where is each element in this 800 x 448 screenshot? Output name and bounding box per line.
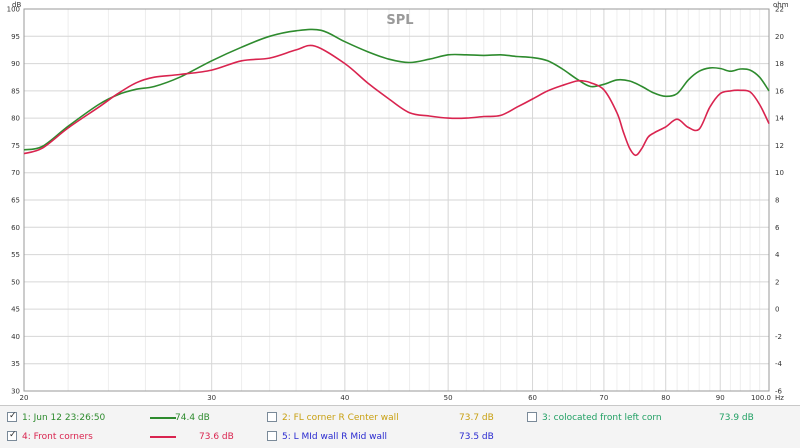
legend-item-2[interactable]: 2: FL corner R Center wall 73.7 dB	[267, 408, 517, 428]
legend-swatch-1	[150, 417, 176, 419]
legend-label-1: 1: Jun 12 23:26:50	[22, 413, 106, 423]
checkmark-icon: ✓	[9, 411, 17, 421]
y-tick-label: 65	[11, 197, 20, 205]
y2-tick-label: 20	[775, 33, 784, 41]
x-tick-label: 100.0	[751, 394, 771, 402]
y2-tick-label: -6	[775, 388, 783, 396]
legend-item-4[interactable]: ✓ 4: Front corners 73.6 dB	[7, 427, 257, 447]
legend-checkbox-3[interactable]	[527, 412, 537, 422]
legend-label-5: 5: L MId wall R Mid wall	[282, 432, 388, 442]
y-tick-label: 90	[11, 60, 20, 68]
y-tick-label: 30	[11, 388, 20, 396]
x-unit-label: Hz	[775, 394, 784, 402]
x-tick-label: 90	[716, 394, 725, 402]
y2-tick-label: 6	[775, 224, 780, 232]
x-tick-label: 30	[207, 394, 216, 402]
legend-label-3: 3: colocated front left corn	[542, 413, 662, 423]
legend-label-2: 2: FL corner R Center wall	[282, 413, 399, 423]
legend-swatch-4	[150, 436, 176, 438]
chart-title: SPL	[386, 13, 413, 28]
y-tick-label: 60	[11, 224, 20, 232]
x-tick-label: 70	[599, 394, 608, 402]
x-tick-label: 40	[340, 394, 349, 402]
y-tick-label: 45	[11, 306, 20, 314]
spl-chart: 1009590858075706560555045403530222018161…	[7, 1, 789, 402]
y2-tick-label: 10	[775, 169, 784, 177]
legend-item-1[interactable]: ✓ 1: Jun 12 23:26:50 74.4 dB	[7, 408, 257, 428]
y2-tick-label: 18	[775, 60, 784, 68]
legend-row: ✓ 4: Front corners 73.6 dB 5: L MId wall…	[0, 427, 800, 447]
legend-label-4: 4: Front corners	[22, 432, 93, 442]
x-tick-label: 50	[444, 394, 453, 402]
legend-item-3[interactable]: 3: colocated front left corn 73.9 dB	[527, 408, 777, 428]
y-tick-label: 70	[11, 169, 20, 177]
legend-value-4: 73.6 dB	[199, 432, 234, 442]
y-tick-label: 35	[11, 360, 20, 368]
y-tick-label: 55	[11, 251, 20, 259]
y-tick-label: 100	[7, 6, 20, 14]
y-tick-label: 80	[11, 115, 20, 123]
y-tick-label: 85	[11, 87, 20, 95]
y2-tick-label: -4	[775, 360, 783, 368]
legend-checkbox-2[interactable]	[267, 412, 277, 422]
series-line-2	[23, 44, 770, 157]
legend-checkbox-5[interactable]	[267, 431, 277, 441]
legend-panel: ✓ 1: Jun 12 23:26:50 74.4 dB 2: FL corne…	[0, 405, 800, 448]
series-line-1	[23, 28, 770, 151]
y-tick-label: 75	[11, 142, 20, 150]
y2-tick-label: 16	[775, 87, 784, 95]
y2-tick-label: 8	[775, 197, 779, 205]
y2-tick-label: 0	[775, 306, 779, 314]
legend-checkbox-1[interactable]: ✓	[7, 411, 17, 422]
x-tick-label: 20	[20, 394, 29, 402]
y2-tick-label: 22	[775, 6, 784, 14]
checkmark-icon: ✓	[9, 430, 17, 440]
legend-row: ✓ 1: Jun 12 23:26:50 74.4 dB 2: FL corne…	[0, 408, 800, 428]
legend-item-5[interactable]: 5: L MId wall R Mid wall 73.5 dB	[267, 427, 517, 447]
y-tick-label: 50	[11, 278, 20, 286]
y2-unit-label: ohm	[773, 1, 789, 9]
legend-value-1: 74.4 dB	[175, 413, 210, 423]
legend-value-5: 73.5 dB	[459, 432, 494, 442]
y2-tick-label: -2	[775, 333, 782, 341]
y2-tick-label: 2	[775, 278, 779, 286]
y2-tick-label: 4	[775, 251, 780, 259]
y2-tick-label: 14	[775, 115, 784, 123]
y2-tick-label: 12	[775, 142, 784, 150]
x-tick-label: 80	[661, 394, 670, 402]
legend-value-3: 73.9 dB	[719, 413, 754, 423]
y-unit-label: dB	[12, 1, 21, 9]
legend-value-2: 73.7 dB	[459, 413, 494, 423]
plot-border	[23, 8, 770, 392]
y-tick-label: 95	[11, 33, 20, 41]
legend-checkbox-4[interactable]: ✓	[7, 430, 17, 441]
y-tick-label: 40	[11, 333, 20, 341]
x-tick-label: 60	[528, 394, 537, 402]
